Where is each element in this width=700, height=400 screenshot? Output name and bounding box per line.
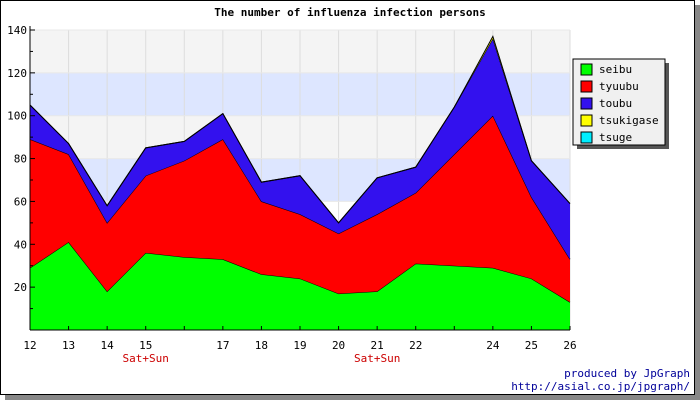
x-tick-label: 18 xyxy=(255,339,268,352)
y-tick-label: 40 xyxy=(14,238,27,251)
x-tick-label: 19 xyxy=(293,339,306,352)
credit-line-2: http://asial.co.jp/jpgraph/ xyxy=(511,380,690,393)
frame-shadow-bottom xyxy=(5,395,700,400)
x-tick-label: 22 xyxy=(409,339,422,352)
x-tick-label: 21 xyxy=(371,339,384,352)
line-tsukigase xyxy=(29,35,571,224)
x-tick-label: 20 xyxy=(332,339,345,352)
y-tick-label: 60 xyxy=(14,195,27,208)
x-tick-label: 26 xyxy=(563,339,576,352)
y-tick-label: 20 xyxy=(14,281,27,294)
legend-swatch-toubu xyxy=(580,97,593,110)
legend-label-tsukigase: tsukigase xyxy=(599,114,659,127)
x-tick-label: 13 xyxy=(62,339,75,352)
credit-line-1: produced by JpGraph xyxy=(564,367,690,380)
legend-label-toubu: toubu xyxy=(599,97,632,110)
x-weekend-label: Sat+Sun xyxy=(354,352,400,365)
x-tick-label: 25 xyxy=(525,339,538,352)
stacked-areas xyxy=(29,35,571,330)
legend-label-tsuge: tsuge xyxy=(599,131,632,144)
legend-swatch-tsukigase xyxy=(580,114,593,127)
x-tick-label: 24 xyxy=(486,339,500,352)
chart-title: The number of influenza infection person… xyxy=(214,6,486,19)
x-tick-label: 17 xyxy=(216,339,229,352)
legend-swatch-seibu xyxy=(580,63,593,76)
area-seibu xyxy=(30,242,570,330)
x-tick-label: 12 xyxy=(23,339,36,352)
chart-legend: seibu tyuubu toubu tsukigase tsuge xyxy=(572,58,669,149)
x-tick-label: 15 xyxy=(139,339,152,352)
y-tick-label: 120 xyxy=(7,67,27,80)
x-weekend-label: Sat+Sun xyxy=(123,352,169,365)
frame-shadow-right xyxy=(695,5,700,400)
x-tick-label: 14 xyxy=(101,339,115,352)
y-tick-label: 80 xyxy=(14,153,27,166)
y-tick-label: 140 xyxy=(7,24,27,37)
legend-label-tyuubu: tyuubu xyxy=(599,80,639,93)
y-tick-label: 100 xyxy=(7,110,27,123)
y-axis-ticks: 20 40 60 80 100 120 140 xyxy=(7,24,35,310)
legend-label-seibu: seibu xyxy=(599,63,632,76)
area-tyuubu xyxy=(30,115,570,303)
x-axis-ticks: 12 13 14 15 17 18 19 20 21 22 24 25 26 Sat+Sun Sat+Sun xyxy=(23,326,577,365)
legend-swatch-tyuubu xyxy=(580,80,593,93)
legend-swatch-tsuge xyxy=(580,131,593,144)
